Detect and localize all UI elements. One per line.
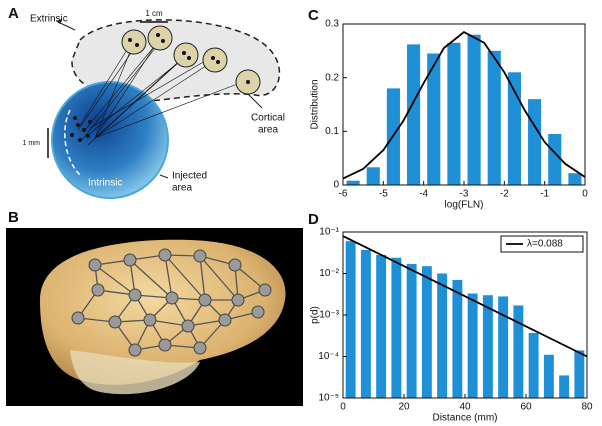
y-tick-label: 10⁻¹ xyxy=(319,227,339,238)
bar xyxy=(513,305,524,398)
y-tick-label: 0 xyxy=(333,180,339,191)
fit-line xyxy=(342,235,588,358)
bar xyxy=(507,72,521,185)
bar xyxy=(574,350,585,398)
bar xyxy=(360,249,371,398)
bar xyxy=(406,263,417,398)
y-tick-label: 0.1 xyxy=(325,126,339,137)
neurons xyxy=(70,33,250,142)
pointer xyxy=(159,174,169,179)
label: area xyxy=(258,125,278,136)
y-axis-label: Distribution xyxy=(310,79,321,129)
y-tick-label: 10⁻³ xyxy=(319,310,339,321)
connections xyxy=(77,35,249,146)
bar xyxy=(467,34,481,185)
cerebellum xyxy=(70,350,200,395)
bar xyxy=(366,167,380,185)
bar xyxy=(548,134,562,185)
y-tick-label: 0.3 xyxy=(325,19,339,30)
panel-label: A xyxy=(8,5,19,22)
panel-label: C xyxy=(308,7,319,24)
x-tick-label: 20 xyxy=(398,402,410,413)
intrinsic-arrow xyxy=(64,109,81,176)
x-tick-label: -3 xyxy=(460,189,469,200)
y-tick-label: 0.2 xyxy=(325,72,339,83)
y-axis-label: p(d) xyxy=(310,306,321,324)
panel-label: B xyxy=(8,209,19,226)
bar xyxy=(421,266,432,398)
x-tick-label: 0 xyxy=(582,189,588,200)
y-tick-label: 10⁻⁴ xyxy=(318,351,339,362)
y-tick-label: 10⁻⁵ xyxy=(318,393,339,404)
bar xyxy=(345,241,356,398)
bar xyxy=(437,273,448,398)
x-tick-label: 0 xyxy=(340,402,346,413)
bar xyxy=(407,44,421,185)
arrow-head xyxy=(56,19,62,24)
bar xyxy=(346,180,360,185)
pointer xyxy=(247,93,263,109)
network-nodes xyxy=(71,248,272,357)
bar xyxy=(498,296,509,398)
x-axis-label: Distance (mm) xyxy=(432,413,497,424)
label: 1 cm xyxy=(145,9,163,18)
legend-box xyxy=(500,235,584,253)
bar xyxy=(447,42,461,186)
legend-label: λ=0.088 xyxy=(527,239,563,250)
x-tick-label: -5 xyxy=(379,189,388,200)
x-axis-label: log(FLN) xyxy=(445,200,484,211)
panel-label: D xyxy=(308,211,319,228)
x-tick-label: -6 xyxy=(339,189,348,200)
x-tick-label: -1 xyxy=(540,189,549,200)
diagram-a: Extrinsic 1 cm 1 mm Intrinsic Injected a… xyxy=(23,9,285,199)
label: Extrinsic xyxy=(30,14,68,25)
brain-image xyxy=(6,228,303,406)
x-tick-label: 80 xyxy=(581,402,593,413)
bar xyxy=(543,354,554,398)
label: Cortical xyxy=(251,113,285,124)
label: Injected xyxy=(172,171,207,182)
injected-area xyxy=(51,81,169,199)
fit-line xyxy=(342,30,586,180)
x-tick-label: 40 xyxy=(459,402,471,413)
label: area xyxy=(172,183,192,194)
arrow xyxy=(57,21,76,31)
label: Intrinsic xyxy=(88,178,122,189)
bar xyxy=(467,293,478,398)
bar xyxy=(568,173,582,185)
x-tick-label: -2 xyxy=(500,189,509,200)
bar xyxy=(391,257,402,398)
label: 1 mm xyxy=(23,140,41,147)
bar xyxy=(487,50,501,186)
bar xyxy=(528,99,542,185)
bar xyxy=(427,53,441,186)
brain xyxy=(40,239,286,385)
bar xyxy=(559,375,570,398)
bar xyxy=(482,295,493,398)
x-tick-label: -4 xyxy=(419,189,428,200)
bar xyxy=(376,254,387,398)
x-tick-label: 60 xyxy=(520,402,532,413)
bar xyxy=(528,332,539,398)
bar xyxy=(452,279,463,398)
y-tick-label: 10⁻² xyxy=(319,268,339,279)
